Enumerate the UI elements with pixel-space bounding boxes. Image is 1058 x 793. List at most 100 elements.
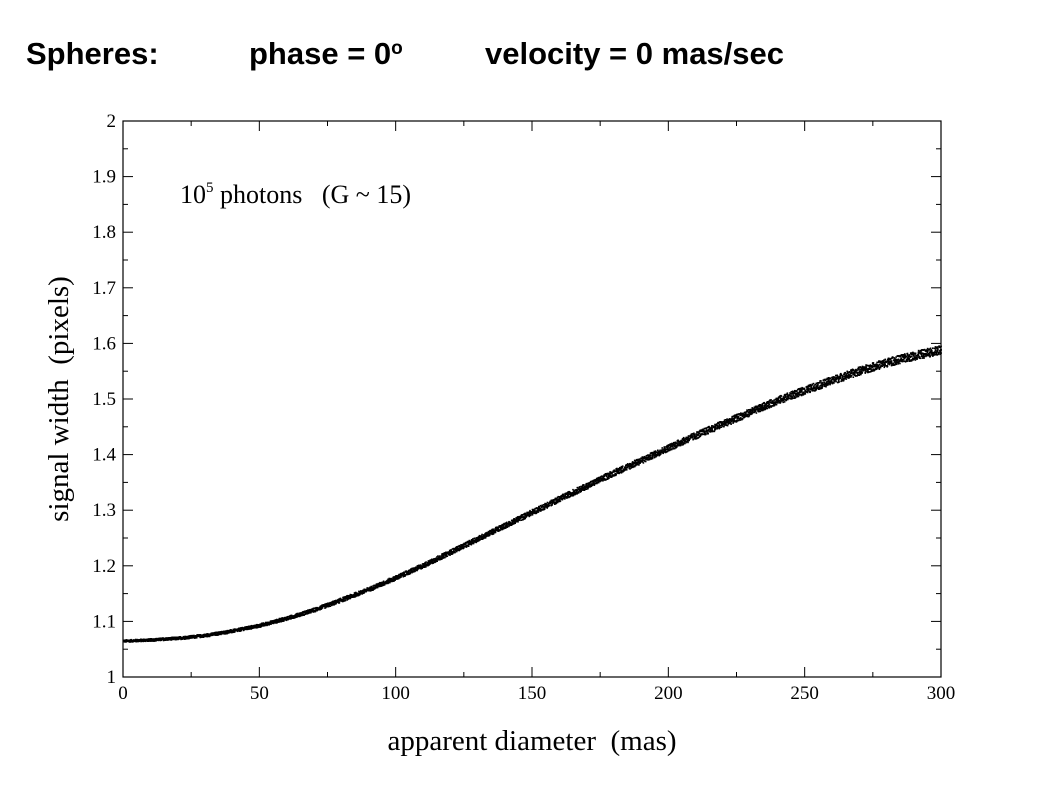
scatter-point: [602, 476, 605, 479]
scatter-point: [742, 412, 744, 415]
scatter-point: [501, 527, 503, 529]
scatter-point: [776, 400, 778, 402]
scatter-point: [803, 387, 806, 390]
scatter-point: [183, 638, 186, 640]
scatter-point: [620, 469, 622, 471]
scatter-point: [388, 577, 390, 580]
scatter-point: [792, 391, 795, 394]
scatter-point: [497, 526, 500, 529]
scatter-point: [567, 494, 569, 496]
scatter-point: [737, 419, 740, 422]
scatter-point: [918, 351, 921, 353]
scatter-point: [506, 523, 508, 525]
scatter-point: [662, 452, 664, 455]
scatter-point: [720, 426, 723, 428]
scatter-point: [313, 610, 316, 613]
scatter-point: [795, 392, 797, 395]
scatter-point: [747, 409, 750, 411]
scatter-point: [857, 374, 860, 376]
scatter-point: [893, 364, 895, 366]
scatter-point: [428, 562, 430, 564]
scatter-point: [800, 391, 802, 394]
scatter-point: [596, 481, 599, 484]
scatter-point: [445, 551, 448, 554]
scatter-point: [280, 617, 283, 620]
scatter-point: [917, 353, 920, 356]
scatter-point: [687, 435, 690, 437]
scatter-point: [730, 421, 732, 424]
scatter-point: [903, 357, 906, 359]
scatter-point: [613, 469, 616, 472]
scatter-point: [676, 442, 678, 444]
scatter-point: [608, 472, 610, 475]
scatter-point: [768, 404, 771, 406]
scatter-point: [480, 538, 482, 540]
scatter-point: [798, 393, 800, 395]
scatter-point: [792, 394, 795, 397]
scatter-point: [387, 578, 389, 581]
scatter-point: [800, 394, 803, 397]
scatter-point: [754, 406, 757, 409]
scatter-point: [759, 406, 761, 408]
scatter-point: [321, 605, 323, 608]
scatter-point: [681, 444, 683, 446]
scatter-point: [936, 354, 938, 356]
scatter-point: [282, 618, 285, 620]
scatter-point: [679, 444, 682, 446]
scatter-point: [338, 602, 341, 604]
scatter-point: [689, 438, 691, 440]
scatter-point: [895, 363, 898, 366]
scatter-point: [899, 355, 902, 358]
scatter-point: [478, 538, 481, 541]
scatter-point: [360, 590, 362, 592]
scatter-point: [897, 361, 899, 364]
scatter-point: [748, 413, 750, 416]
scatter-point: [259, 623, 261, 625]
scatter-point: [683, 441, 685, 444]
scatter-point: [615, 474, 617, 477]
scatter-point: [859, 372, 862, 374]
scatter-point: [930, 352, 933, 354]
scatter-point: [506, 526, 509, 528]
scatter-point: [794, 391, 796, 394]
scatter-point: [408, 572, 411, 575]
scatter-point: [888, 357, 890, 360]
scatter-point: [342, 600, 344, 603]
scatter-point: [573, 493, 575, 495]
scatter-point: [483, 535, 486, 538]
title-label-spheres: Spheres:: [26, 36, 159, 71]
scatter-point: [502, 527, 504, 530]
scatter-point: [736, 419, 739, 421]
scatter-point: [733, 419, 735, 421]
scatter-point: [711, 428, 713, 431]
scatter-point: [762, 406, 765, 409]
scatter-point: [747, 411, 750, 414]
scatter-point: [906, 360, 908, 362]
scatter-point: [178, 638, 181, 640]
scatter-point: [580, 490, 582, 492]
scatter-point: [625, 467, 628, 469]
scatter-point: [488, 533, 491, 535]
scatter-point: [586, 486, 589, 489]
scatter-point: [529, 514, 532, 517]
scatter-point: [361, 591, 364, 594]
scatter-point: [934, 349, 937, 351]
scatter-point: [820, 380, 822, 382]
scatter-point: [186, 635, 188, 638]
scatter-point: [417, 566, 419, 569]
scatter-point: [160, 639, 163, 641]
scatter-point: [621, 465, 624, 467]
scatter-point: [913, 358, 916, 360]
scatter-point: [278, 619, 281, 621]
scatter-point: [782, 396, 785, 398]
scatter-point: [824, 382, 827, 385]
scatter-point: [930, 354, 932, 356]
scatter-point: [152, 638, 155, 640]
scatter-point: [769, 402, 772, 404]
scatter-point: [908, 358, 911, 361]
scatter-point: [884, 361, 886, 364]
scatter-point: [302, 611, 305, 613]
scatter-point: [914, 352, 917, 355]
scatter-point: [871, 366, 874, 368]
scatter-point: [545, 506, 548, 508]
